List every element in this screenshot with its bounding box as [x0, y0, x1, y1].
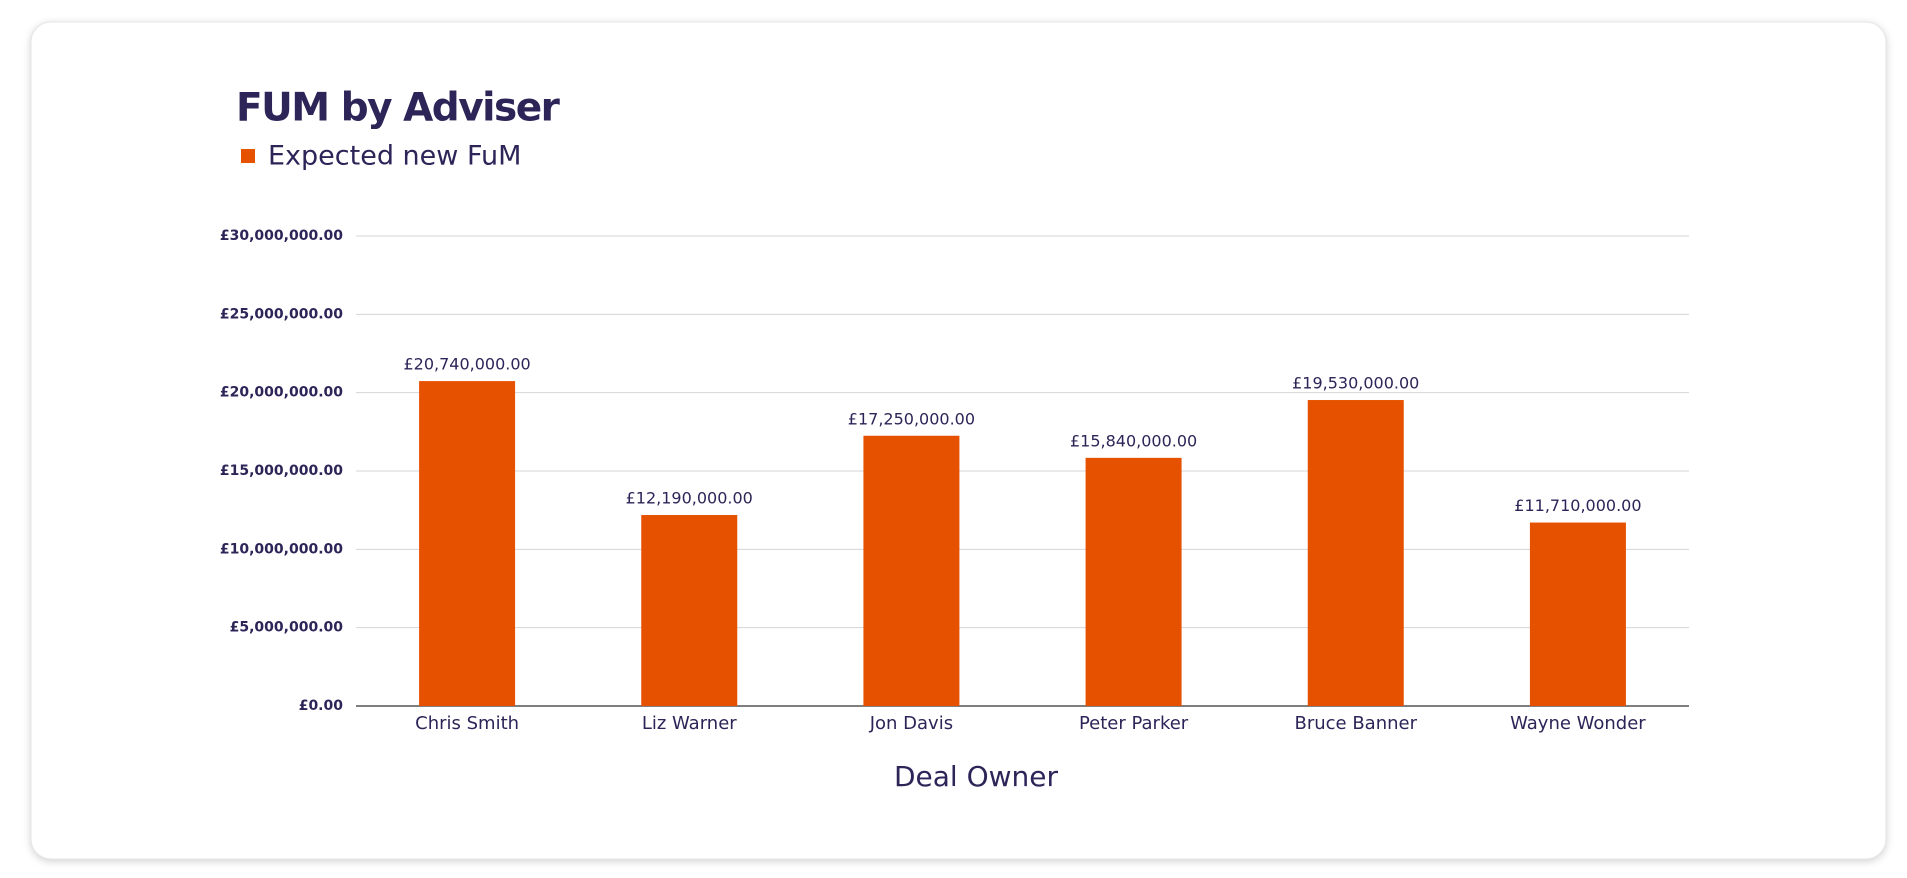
value-label: £15,840,000.00: [1070, 431, 1197, 450]
bar: [641, 515, 738, 706]
bar: [1529, 522, 1626, 706]
y-tick-label: £15,000,000.00: [220, 463, 343, 479]
x-tick-label: Bruce Banner: [1294, 713, 1417, 734]
legend-label: Expected new FuM: [268, 141, 521, 172]
chart-title: FUM by Adviser: [236, 86, 561, 131]
x-tick-label: Chris Smith: [415, 713, 519, 734]
value-label: £20,740,000.00: [403, 355, 530, 374]
y-tick-label: £25,000,000.00: [220, 306, 343, 322]
x-tick-label: Liz Warner: [642, 713, 737, 734]
x-tick-label: Peter Parker: [1079, 713, 1189, 734]
y-tick-label: £10,000,000.00: [220, 541, 343, 557]
x-tick-label: Wayne Wonder: [1510, 713, 1646, 734]
value-label: £17,250,000.00: [848, 409, 975, 428]
value-label: £11,710,000.00: [1514, 496, 1641, 515]
bar: [863, 435, 960, 706]
value-label: £19,530,000.00: [1292, 374, 1419, 393]
y-tick-label: £30,000,000.00: [220, 228, 343, 244]
y-tick-label: £5,000,000.00: [230, 620, 344, 636]
value-label: £12,190,000.00: [626, 489, 753, 508]
x-tick-label: Jon Davis: [869, 713, 953, 734]
bar: [1085, 457, 1182, 706]
bar: [1307, 400, 1404, 706]
bar: [419, 381, 516, 706]
x-axis-title: Deal Owner: [894, 760, 1059, 793]
y-tick-label: £20,000,000.00: [220, 385, 343, 401]
y-tick-label: £0.00: [299, 698, 344, 714]
legend-swatch: [241, 149, 255, 163]
